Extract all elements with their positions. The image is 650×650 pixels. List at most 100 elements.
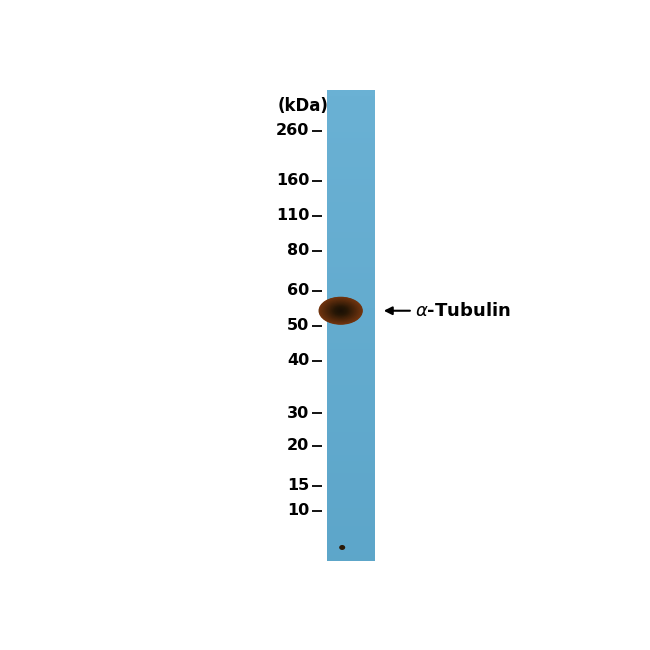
Bar (327, 419, 374, 426)
Ellipse shape (324, 300, 358, 322)
Ellipse shape (335, 307, 347, 315)
Text: 40: 40 (287, 354, 309, 369)
Ellipse shape (320, 298, 361, 324)
Ellipse shape (339, 309, 343, 312)
Ellipse shape (339, 309, 343, 312)
Bar (327, 360, 374, 367)
Bar (327, 507, 374, 514)
Bar (327, 254, 374, 261)
Bar (327, 525, 374, 532)
Bar (327, 448, 374, 455)
Ellipse shape (320, 298, 362, 324)
Ellipse shape (338, 309, 343, 313)
Bar (327, 337, 374, 343)
Bar (327, 307, 374, 314)
Ellipse shape (328, 302, 354, 319)
Bar (327, 548, 374, 555)
Ellipse shape (333, 306, 348, 315)
Bar (327, 378, 374, 385)
Text: 30: 30 (287, 406, 309, 421)
Bar (327, 107, 374, 114)
Bar (327, 248, 374, 255)
Ellipse shape (339, 545, 345, 550)
Bar (327, 125, 374, 132)
Bar (327, 260, 374, 267)
Ellipse shape (337, 309, 344, 313)
Ellipse shape (322, 299, 359, 322)
Ellipse shape (326, 301, 356, 320)
Bar (327, 484, 374, 490)
Bar (327, 443, 374, 449)
Bar (327, 154, 374, 161)
Bar (327, 272, 374, 279)
Ellipse shape (334, 307, 347, 315)
Bar (327, 536, 374, 543)
Text: 20: 20 (287, 438, 309, 453)
Bar (327, 319, 374, 326)
Ellipse shape (332, 306, 349, 316)
Bar (327, 177, 374, 185)
Ellipse shape (333, 306, 348, 316)
Bar (327, 395, 374, 402)
Bar (327, 325, 374, 332)
Ellipse shape (336, 308, 345, 313)
Ellipse shape (329, 304, 352, 318)
Ellipse shape (335, 307, 346, 314)
Bar (327, 460, 374, 467)
Ellipse shape (328, 303, 353, 318)
Bar (327, 225, 374, 231)
Ellipse shape (337, 308, 344, 313)
Bar (327, 413, 374, 420)
Ellipse shape (331, 304, 350, 317)
Text: 110: 110 (276, 208, 309, 223)
Bar (327, 389, 374, 396)
Bar (327, 554, 374, 561)
Bar (327, 242, 374, 250)
Bar (327, 343, 374, 349)
Ellipse shape (330, 304, 352, 318)
Text: 80: 80 (287, 243, 309, 258)
Bar (327, 501, 374, 508)
Bar (327, 160, 374, 167)
Bar (327, 348, 374, 355)
Bar (327, 384, 374, 391)
Ellipse shape (324, 300, 358, 321)
Bar (327, 354, 374, 361)
Text: $\alpha$-Tubulin: $\alpha$-Tubulin (415, 302, 511, 320)
Ellipse shape (335, 307, 346, 314)
Bar (327, 401, 374, 408)
Text: 50: 50 (287, 318, 309, 333)
Ellipse shape (318, 296, 363, 325)
Bar (327, 166, 374, 173)
Bar (327, 113, 374, 120)
Bar (327, 407, 374, 414)
Bar (327, 90, 374, 96)
Text: (kDa): (kDa) (278, 97, 328, 114)
Text: 60: 60 (287, 283, 309, 298)
Ellipse shape (327, 302, 354, 320)
Ellipse shape (322, 299, 359, 322)
Bar (327, 289, 374, 296)
Bar (327, 119, 374, 126)
Bar (327, 142, 374, 150)
Bar (327, 495, 374, 502)
Bar (327, 207, 374, 214)
Text: 260: 260 (276, 123, 309, 138)
Ellipse shape (319, 297, 362, 324)
Bar (327, 513, 374, 520)
Ellipse shape (330, 304, 351, 317)
Bar (327, 101, 374, 108)
Bar (327, 148, 374, 155)
Bar (327, 131, 374, 138)
Bar (327, 472, 374, 478)
Ellipse shape (324, 300, 357, 321)
Bar (327, 295, 374, 302)
Bar (327, 478, 374, 484)
Bar (327, 313, 374, 320)
Text: 160: 160 (276, 173, 309, 188)
Ellipse shape (320, 298, 361, 323)
Bar (327, 172, 374, 179)
Bar (327, 542, 374, 549)
Ellipse shape (325, 301, 356, 320)
Bar (327, 424, 374, 432)
